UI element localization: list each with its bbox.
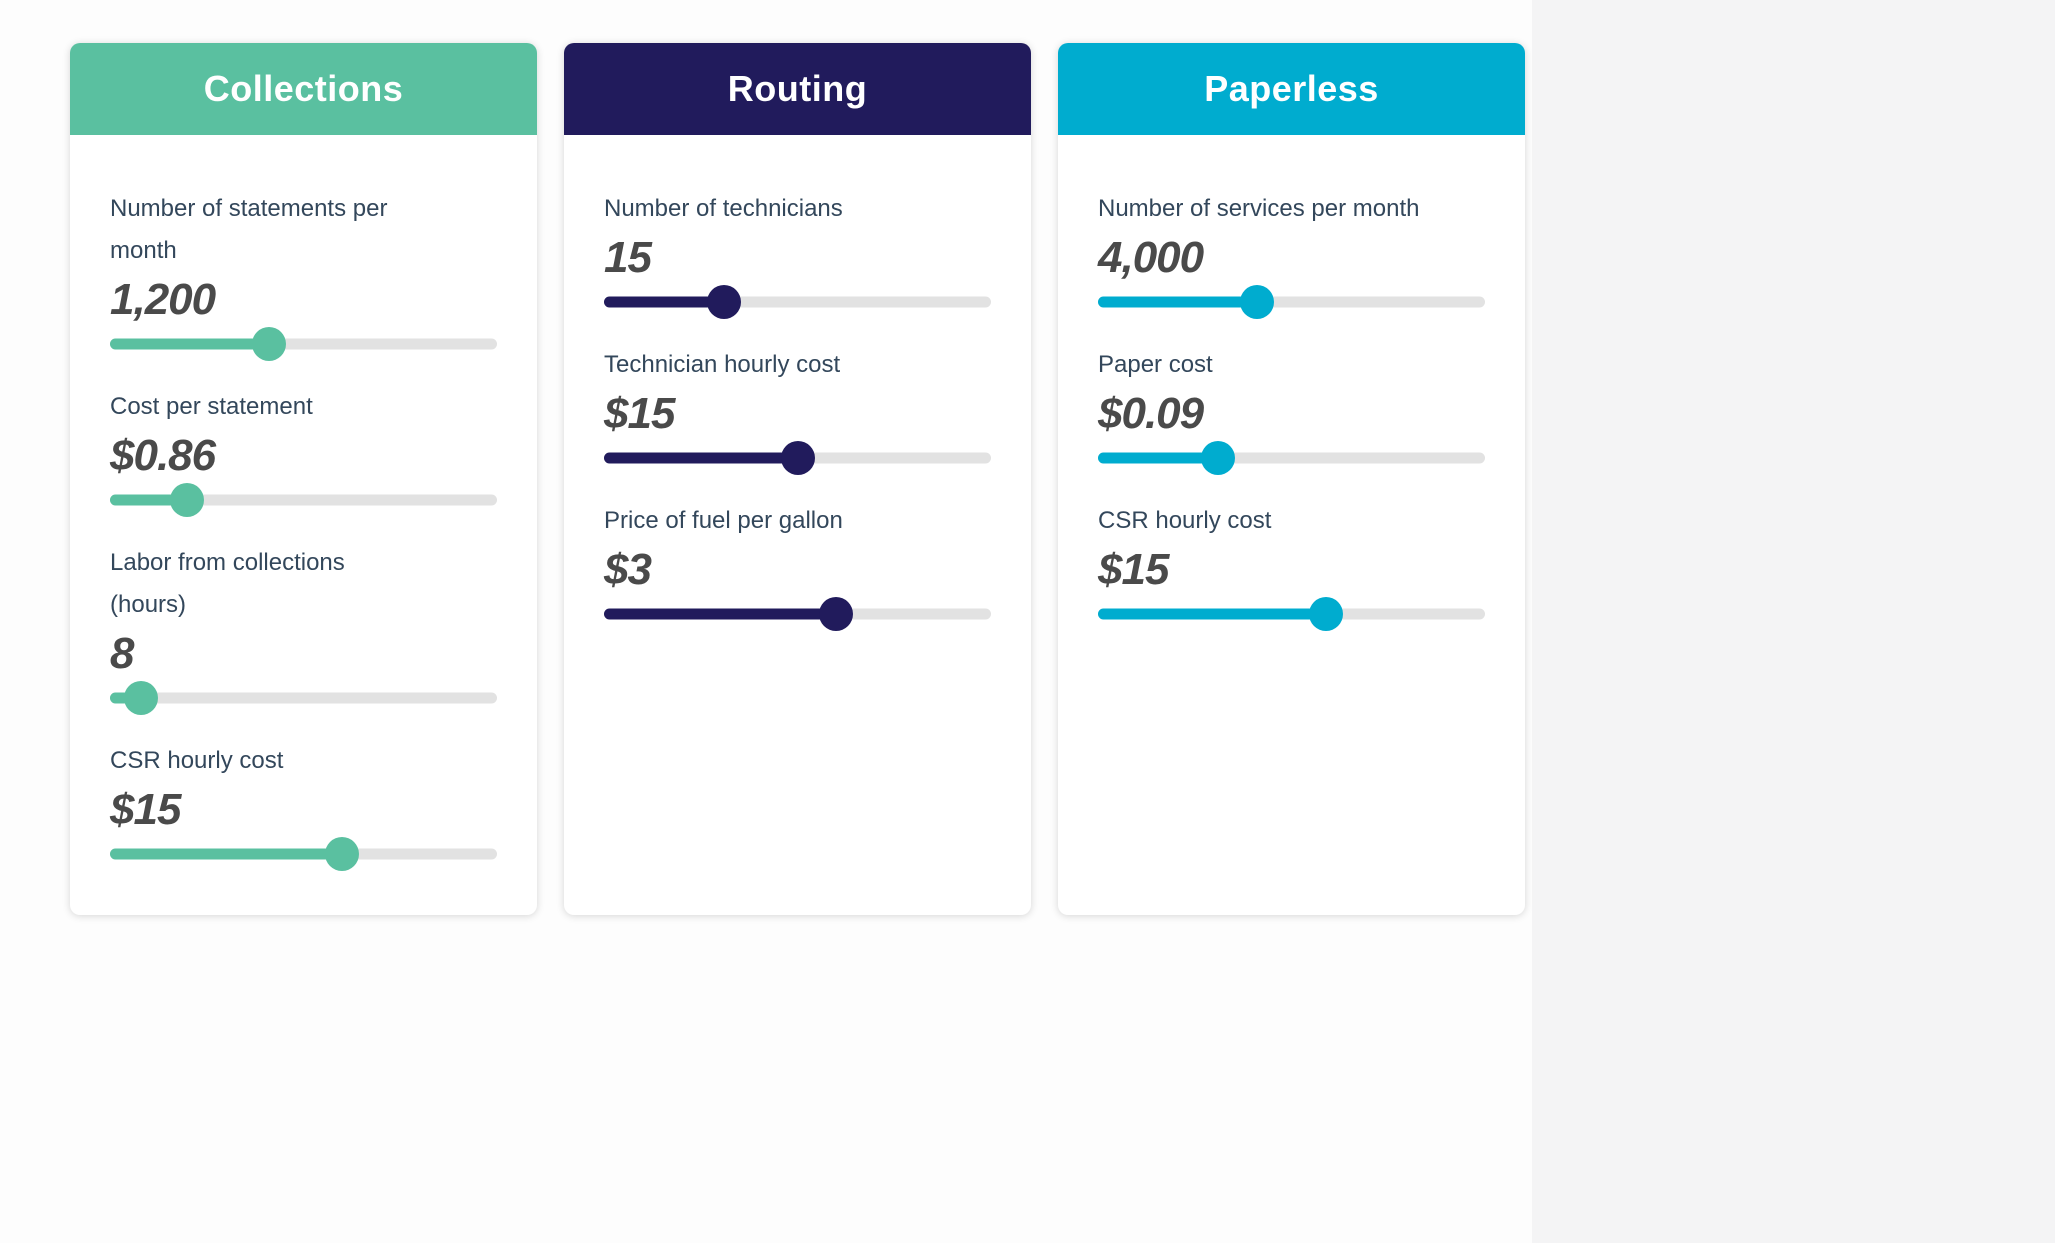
slider-thumb[interactable] (780, 441, 815, 475)
field-label: CSR hourly cost (1098, 507, 1272, 534)
slider-track[interactable] (110, 338, 497, 350)
field-services-per-month: Number of services per month 4,000 (1098, 188, 1485, 320)
field-cost-per-statement: Cost per statement $0.86 (110, 386, 497, 518)
field-csr-hourly-cost: CSR hourly cost $15 (1098, 500, 1485, 632)
field-value: $15 (110, 785, 181, 834)
card-paperless-title: Paperless (1204, 68, 1379, 109)
field-label: Price of fuel per gallon (604, 507, 843, 534)
field-paper-cost: Paper cost $0.09 (1098, 344, 1485, 476)
field-value: $15 (604, 389, 675, 438)
slider-track[interactable] (1098, 296, 1485, 308)
field-number-of-technicians: Number of technicians 15 (604, 188, 991, 320)
field-value: 8 (110, 629, 134, 678)
slider-track[interactable] (604, 608, 991, 620)
calculator-cards-row: Collections Number of statements per mon… (70, 43, 1525, 915)
card-collections-header: Collections (70, 43, 537, 135)
slider-track[interactable] (604, 296, 991, 308)
slider-track[interactable] (110, 848, 497, 860)
field-label: Number of statements per month (110, 195, 388, 264)
slider-track[interactable] (1098, 452, 1485, 464)
card-paperless-body: Number of services per month 4,000 Paper… (1058, 135, 1525, 915)
field-value: $0.09 (1098, 389, 1204, 438)
csr-hourly-cost-slider[interactable] (1098, 596, 1485, 632)
technician-hourly-cost-slider[interactable] (604, 440, 991, 476)
card-collections-title: Collections (203, 68, 404, 109)
slider-thumb[interactable] (819, 597, 854, 631)
field-value: $15 (1098, 545, 1169, 594)
slider-thumb[interactable] (1239, 285, 1274, 319)
field-label: Technician hourly cost (604, 351, 841, 378)
card-collections: Collections Number of statements per mon… (70, 43, 537, 915)
paper-cost-slider[interactable] (1098, 440, 1485, 476)
field-statements-per-month: Number of statements per month 1,200 (110, 188, 497, 362)
slider-track[interactable] (1098, 608, 1485, 620)
price-of-fuel-slider[interactable] (604, 596, 991, 632)
field-label: Number of services per month (1098, 195, 1420, 222)
slider-thumb[interactable] (706, 285, 741, 319)
slider-thumb[interactable] (123, 681, 158, 715)
field-label: Paper cost (1098, 351, 1213, 378)
field-label: Number of technicians (604, 195, 843, 222)
field-value: 15 (604, 233, 652, 282)
slider-thumb[interactable] (170, 483, 205, 517)
field-csr-hourly-cost: CSR hourly cost $15 (110, 740, 497, 872)
card-paperless-header: Paperless (1058, 43, 1525, 135)
field-labor-from-collections: Labor from collections (hours) 8 (110, 542, 497, 716)
slider-thumb[interactable] (1200, 441, 1235, 475)
csr-hourly-cost-slider[interactable] (110, 836, 497, 872)
number-of-technicians-slider[interactable] (604, 284, 991, 320)
labor-from-collections-slider[interactable] (110, 680, 497, 716)
field-value: 4,000 (1098, 233, 1204, 282)
field-value: $3 (604, 545, 652, 594)
slider-thumb[interactable] (1309, 597, 1344, 631)
field-label: CSR hourly cost (110, 747, 284, 774)
slider-track[interactable] (110, 494, 497, 506)
field-price-of-fuel: Price of fuel per gallon $3 (604, 500, 991, 632)
services-per-month-slider[interactable] (1098, 284, 1485, 320)
field-label: Labor from collections (hours) (110, 549, 345, 618)
field-value: $0.86 (110, 431, 216, 480)
card-routing-header: Routing (564, 43, 1031, 135)
card-collections-body: Number of statements per month 1,200 Cos… (70, 135, 537, 915)
card-paperless: Paperless Number of services per month 4… (1058, 43, 1525, 915)
slider-track[interactable] (110, 692, 497, 704)
field-technician-hourly-cost: Technician hourly cost $15 (604, 344, 991, 476)
slider-thumb[interactable] (325, 837, 360, 871)
field-label: Cost per statement (110, 393, 313, 420)
card-routing: Routing Number of technicians 15 Technic… (564, 43, 1031, 915)
card-routing-title: Routing (727, 68, 868, 109)
card-routing-body: Number of technicians 15 Technician hour… (564, 135, 1031, 915)
field-value: 1,200 (110, 275, 216, 324)
statements-per-month-slider[interactable] (110, 326, 497, 362)
slider-thumb[interactable] (251, 327, 286, 361)
cost-per-statement-slider[interactable] (110, 482, 497, 518)
